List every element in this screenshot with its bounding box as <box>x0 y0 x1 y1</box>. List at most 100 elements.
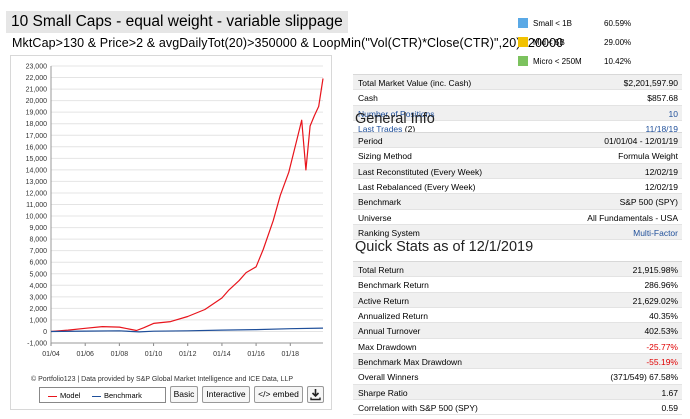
stat-value: 21,915.98% <box>632 265 678 275</box>
summary-row-cash: Cash $857.68 <box>353 90 682 106</box>
x-tick-label: 01/18 <box>282 351 300 358</box>
embed-button[interactable]: </> embed <box>254 386 303 403</box>
info-label: Benchmark <box>358 197 401 208</box>
positions-count-link[interactable]: 10 <box>668 108 678 119</box>
market-cap-legend: Small < 1B 60.59% Mid < 5B 29.00% Micro … <box>518 16 688 73</box>
info-row: Universe All Fundamentals - USA <box>353 210 682 226</box>
legend-benchmark-label: Benchmark <box>104 391 142 400</box>
y-tick-label: 2,000 <box>29 306 47 313</box>
summary-value: $857.68 <box>647 93 678 104</box>
summary-label: Total Market Value (inc. Cash) <box>358 78 472 88</box>
stat-row: Correlation with S&P 500 (SPY) 0.59 <box>353 400 682 416</box>
y-tick-label: 17,000 <box>26 133 48 140</box>
info-row[interactable]: Ranking System Multi-Factor <box>353 225 682 241</box>
y-tick-label: 20,000 <box>26 98 48 105</box>
info-value: 12/02/19 <box>644 166 678 177</box>
cap-swatch-mid <box>518 37 528 47</box>
stat-value: 286.96% <box>644 280 678 291</box>
x-tick-label: 01/14 <box>213 351 231 358</box>
performance-chart[interactable]: -1,000 0 1,000 2,000 3,000 4,000 5,000 6,000 7,0… <box>11 56 331 374</box>
stat-row: Sharpe Ratio 1.67 <box>353 384 682 401</box>
stat-label: Sharpe Ratio <box>358 387 408 398</box>
stat-value: (371/549) 67.58% <box>610 372 678 383</box>
x-tick-label: 01/04 <box>42 351 60 358</box>
y-tick-label: 14,000 <box>26 167 48 174</box>
stat-row: Benchmark Max Drawdown -55.19% <box>353 354 682 370</box>
info-label: Last Rebalanced (Every Week) <box>358 182 476 193</box>
y-tick-label: 19,000 <box>26 110 48 117</box>
x-tick-label: 01/10 <box>145 351 163 358</box>
x-tick-label: 01/06 <box>76 351 94 358</box>
series-legend: Model Benchmark <box>39 387 166 403</box>
stat-label: Correlation with S&P 500 (SPY) <box>358 403 478 414</box>
general-info-heading: General Info <box>355 111 435 127</box>
interactive-button[interactable]: Interactive <box>202 386 250 403</box>
y-tick-label: 15,000 <box>26 156 48 163</box>
stat-label: Total Return <box>358 265 404 275</box>
info-row: Sizing Method Formula Weight <box>353 148 682 164</box>
download-icon <box>310 389 321 401</box>
stat-label: Active Return <box>358 295 410 306</box>
stat-label: Benchmark Max Drawdown <box>358 357 462 368</box>
stat-label: Overall Winners <box>358 372 419 383</box>
x-tick-label: 01/12 <box>179 351 197 358</box>
info-row: Last Reconstituted (Every Week) 12/02/19 <box>353 163 682 180</box>
stat-label: Annualized Return <box>358 311 428 322</box>
cap-pct-micro: 10.42% <box>604 57 632 66</box>
info-value: S&P 500 (SPY) <box>619 197 678 208</box>
y-tick-label: -1,000 <box>27 341 47 348</box>
cap-legend-micro: Micro < 250M 10.42% <box>518 54 688 73</box>
y-tick-label: 11,000 <box>26 202 47 209</box>
legend-benchmark-line <box>92 395 101 397</box>
info-label: Ranking System <box>358 228 420 239</box>
last-trades-link[interactable]: Last Trades <box>358 124 403 135</box>
stat-value: 21,629.02% <box>632 295 678 306</box>
stat-label: Benchmark Return <box>358 280 429 291</box>
info-row: Period 01/01/04 - 12/01/19 <box>353 133 682 149</box>
series-line-benchmark <box>50 327 324 333</box>
legend-model[interactable]: Model <box>48 391 80 400</box>
last-trades-label: Last Trades (2) <box>358 124 415 134</box>
info-value: 12/02/19 <box>644 182 678 193</box>
summary-row-total-market-value: Total Market Value (inc. Cash) $2,201,59… <box>353 75 682 91</box>
y-tick-label: 12,000 <box>26 190 48 197</box>
legend-benchmark[interactable]: Benchmark <box>92 391 142 400</box>
series-line-model <box>50 78 324 333</box>
info-row: Last Rebalanced (Every Week) 12/02/19 <box>353 179 682 195</box>
stat-value: 40.35% <box>649 311 678 322</box>
legend-model-line <box>48 395 57 397</box>
info-label: Universe <box>358 212 392 223</box>
summary-row-positions[interactable]: Number of Positions 10 <box>353 105 682 122</box>
last-trades-date-link[interactable]: 11/18/19 <box>645 124 678 135</box>
stat-row: Annualized Return 40.35% <box>353 308 682 324</box>
y-tick-label: 8,000 <box>29 237 47 244</box>
y-tick-label: 6,000 <box>29 260 47 267</box>
summary-table: Total Market Value (inc. Cash) $2,201,59… <box>353 74 682 137</box>
cap-pct-mid: 29.00% <box>604 38 632 47</box>
x-tick-label: 01/16 <box>247 351 265 358</box>
cap-legend-mid: Mid < 5B 29.00% <box>518 35 688 54</box>
performance-chart-panel: -1,000 0 1,000 2,000 3,000 4,000 5,000 6,000 7,0… <box>10 55 332 410</box>
info-row: Benchmark S&P 500 (SPY) <box>353 194 682 210</box>
cap-legend-small: Small < 1B 60.59% <box>518 16 688 35</box>
y-tick-label: 3,000 <box>29 294 47 301</box>
y-tick-label: 7,000 <box>29 248 47 255</box>
cap-swatch-small <box>518 18 528 28</box>
general-info-table: Period 01/01/04 - 12/01/19 Sizing Method F… <box>353 132 682 241</box>
y-tick-label: 10,000 <box>26 214 48 221</box>
stat-row: Annual Turnover 402.53% <box>353 323 682 339</box>
basic-button[interactable]: Basic <box>170 386 198 403</box>
info-label: Last Reconstituted (Every Week) <box>358 166 483 177</box>
cap-label-micro: Micro < 250M <box>533 57 582 66</box>
stat-row: Active Return 21,629.02% <box>353 292 682 309</box>
y-tick-label: 4,000 <box>29 283 47 290</box>
y-tick-label: 9,000 <box>29 225 47 232</box>
number-of-positions-link[interactable]: Number of Positions <box>358 108 435 119</box>
quick-stats-heading: Quick Stats as of 12/1/2019 <box>355 239 534 255</box>
cap-label-mid: Mid < 5B <box>533 38 565 47</box>
info-label: Period <box>358 136 383 146</box>
stat-row: Benchmark Return 286.96% <box>353 277 682 293</box>
info-value: Formula Weight <box>618 151 678 162</box>
ranking-system-link[interactable]: Multi-Factor <box>633 228 678 239</box>
download-button[interactable] <box>307 386 324 403</box>
